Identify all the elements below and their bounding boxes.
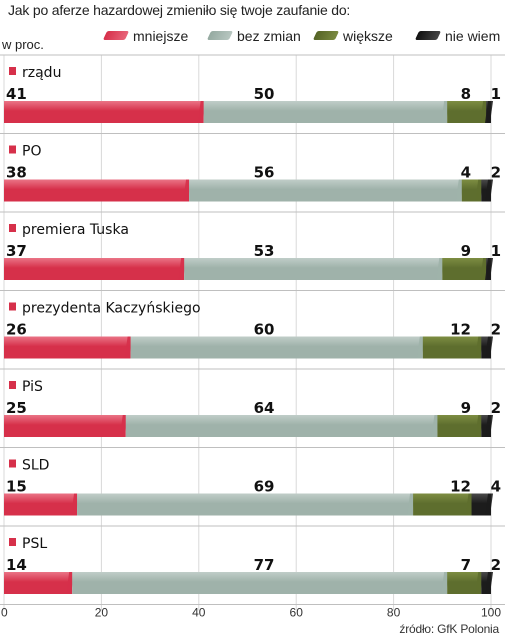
data-label: 56 (254, 164, 275, 182)
category-marker (9, 538, 16, 546)
x-tick-label: 100 (481, 606, 501, 620)
legend-label-wieksze: większe (343, 28, 393, 44)
bar-segment-większe (413, 493, 472, 516)
bar-segment-mniejsze (4, 493, 78, 516)
category-marker (9, 381, 16, 389)
data-label: 25 (6, 399, 27, 417)
data-label: 38 (6, 164, 27, 182)
bar-segment-większe (447, 101, 487, 123)
legend-label-nie-wiem: nie wiem (445, 28, 501, 44)
category-label: rządu (22, 65, 61, 81)
data-label: 37 (6, 242, 27, 260)
bar-segment-bez-zmian (130, 336, 423, 359)
data-label: 53 (254, 242, 275, 260)
bar-segment-mniejsze (4, 179, 190, 202)
data-label: 8 (461, 85, 471, 103)
data-label: 2 (491, 321, 501, 339)
data-label: 7 (461, 556, 471, 574)
bar-segment-większe (442, 258, 487, 280)
data-label: 2 (491, 399, 501, 417)
bar-segment-edge (485, 572, 493, 594)
bar-segment-edge (485, 493, 493, 516)
bar-segment-nie-wiem (481, 415, 491, 437)
data-label: 60 (254, 321, 275, 339)
bar-segment-edge (485, 258, 493, 280)
category-marker (9, 302, 16, 311)
bar-segment-bez-zmian (203, 101, 448, 123)
bar-segment-bez-zmian (184, 258, 443, 280)
bar-segment-nie-wiem (481, 336, 491, 359)
bar-segment-bez-zmian (72, 572, 448, 594)
bar-segment-mniejsze (4, 572, 73, 594)
category-label: SLD (22, 458, 49, 474)
bar-segment-mniejsze (4, 101, 204, 123)
x-tick-label: 60 (290, 606, 304, 620)
bar-segment-mniejsze (4, 415, 126, 437)
category-marker (9, 459, 16, 468)
category-label: PiS (22, 379, 43, 395)
bar-segment-edge (485, 179, 493, 202)
source-note: źródło: GfK Polonia (399, 622, 499, 636)
x-tick-label: 20 (95, 606, 109, 620)
data-label: 14 (6, 556, 27, 574)
data-label: 2 (491, 164, 501, 182)
bar-segment-edge (485, 101, 493, 123)
x-tick-label: 40 (192, 606, 206, 620)
data-label: 41 (6, 85, 27, 103)
data-label: 12 (450, 321, 471, 339)
unit-label: w proc. (2, 37, 44, 52)
bar-segment-bez-zmian (189, 179, 462, 202)
data-label: 1 (491, 242, 501, 260)
data-label: 9 (461, 399, 471, 417)
bar-segment-mniejsze (4, 336, 131, 359)
category-label: premiera Tuska (22, 222, 129, 238)
data-label: 4 (491, 478, 501, 496)
data-label: 26 (6, 321, 27, 339)
category-marker (9, 145, 16, 154)
legend-label-bez-zmian: bez zmian (237, 28, 301, 44)
bar-segment-większe (447, 572, 482, 594)
data-label: 69 (254, 478, 275, 496)
category-label: PO (22, 144, 41, 160)
data-label: 50 (254, 85, 275, 103)
chart-title: Jak po aferze hazardowej zmieniło się tw… (8, 2, 351, 18)
x-tick-label: 80 (387, 606, 401, 620)
category-marker (9, 224, 16, 232)
data-label: 9 (461, 242, 471, 260)
bar-segment-bez-zmian (125, 415, 438, 437)
data-label: 77 (254, 556, 275, 574)
data-label: 64 (254, 399, 275, 417)
bar-segment-większe (422, 336, 482, 359)
bar-segment-nie-wiem (481, 179, 491, 202)
bar-segment-większe (437, 415, 482, 437)
bar-segment-bez-zmian (77, 493, 414, 516)
data-label: 4 (461, 164, 471, 182)
data-label: 1 (491, 85, 501, 103)
bar-segment-mniejsze (4, 258, 185, 280)
x-tick-label: 0 (1, 606, 8, 620)
data-label: 15 (6, 478, 27, 496)
data-label: 2 (491, 556, 501, 574)
category-marker (9, 67, 16, 75)
bar-segment-edge (485, 415, 493, 437)
legend-label-mniejsze: mniejsze (133, 28, 189, 44)
category-label: prezydenta Kaczyńskiego (22, 301, 201, 317)
category-label: PSL (22, 536, 47, 552)
bar-segment-nie-wiem (481, 572, 491, 594)
bar-segment-edge (485, 336, 493, 359)
data-label: 12 (450, 478, 471, 496)
